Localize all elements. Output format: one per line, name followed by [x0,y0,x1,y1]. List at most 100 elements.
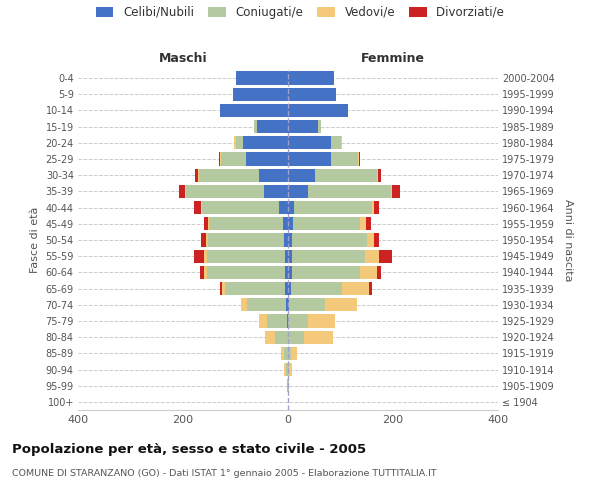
Bar [233,88,288,101]
Bar [316,168,377,182]
Bar [288,152,331,166]
Bar [295,201,372,214]
Bar [288,298,289,312]
Bar [342,282,370,295]
Bar [185,185,265,198]
Bar [288,363,289,376]
Bar [199,168,259,182]
Bar [288,201,295,214]
Bar [377,266,382,279]
Bar [289,363,292,376]
Bar [331,136,341,149]
Bar [287,314,288,328]
Bar [223,282,225,295]
Bar [283,217,288,230]
Bar [292,250,365,263]
Bar [374,234,379,246]
Bar [246,152,288,166]
Bar [292,266,361,279]
Bar [288,104,349,117]
Bar [379,250,392,263]
Bar [379,168,381,182]
Bar [308,314,335,328]
Bar [370,282,372,295]
Bar [284,346,288,360]
Bar [361,266,377,279]
Bar [241,298,247,312]
Bar [292,234,367,246]
Bar [202,234,206,246]
Bar [288,185,308,198]
Bar [359,152,361,166]
Bar [377,168,379,182]
Bar [265,185,288,198]
Bar [374,201,379,214]
Bar [366,217,371,230]
Bar [197,168,199,182]
Bar [288,168,316,182]
Bar [267,314,287,328]
Bar [206,234,208,246]
Bar [225,282,286,295]
Bar [195,168,198,182]
Bar [286,282,288,295]
Bar [288,266,292,279]
Bar [288,136,331,149]
Bar [193,250,204,263]
Bar [221,152,246,166]
Bar [286,250,288,263]
Legend: Celibi/Nubili, Coniugati/e, Vedovi/e, Divor​ziati/e: Celibi/Nubili, Coniugati/e, Vedovi/e, Di… [96,6,504,19]
Bar [308,185,391,198]
Bar [278,201,288,214]
Bar [288,330,304,344]
Y-axis label: Fasce di età: Fasce di età [30,207,40,273]
Bar [290,282,342,295]
Bar [391,185,392,198]
Bar [288,88,337,101]
Bar [288,72,334,85]
Bar [281,346,284,360]
Bar [290,346,297,360]
Bar [193,201,202,214]
Bar [275,330,288,344]
Bar [179,185,185,198]
Bar [265,330,275,344]
Bar [288,282,290,295]
Bar [206,266,286,279]
Bar [235,72,288,85]
Bar [325,298,358,312]
Bar [206,250,286,263]
Bar [254,120,257,134]
Bar [235,136,244,149]
Bar [200,266,204,279]
Bar [372,201,374,214]
Text: Popolazione per età, sesso e stato civile - 2005: Popolazione per età, sesso e stato civil… [12,442,366,456]
Bar [358,152,359,166]
Bar [286,298,288,312]
Bar [218,152,220,166]
Bar [244,136,288,149]
Bar [361,217,366,230]
Bar [289,298,325,312]
Bar [331,152,358,166]
Bar [319,120,321,134]
Bar [293,217,361,230]
Bar [209,217,283,230]
Bar [288,120,319,134]
Bar [204,217,208,230]
Bar [247,298,286,312]
Bar [202,201,278,214]
Text: Femmine: Femmine [361,52,425,65]
Bar [284,363,286,376]
Bar [259,168,288,182]
Bar [220,104,288,117]
Bar [304,330,332,344]
Bar [288,250,292,263]
Bar [259,314,267,328]
Bar [365,250,379,263]
Text: COMUNE DI STARANZANO (GO) - Dati ISTAT 1° gennaio 2005 - Elaborazione TUTTITALIA: COMUNE DI STARANZANO (GO) - Dati ISTAT 1… [12,469,437,478]
Bar [288,234,292,246]
Bar [220,152,221,166]
Bar [392,185,400,198]
Bar [220,282,223,295]
